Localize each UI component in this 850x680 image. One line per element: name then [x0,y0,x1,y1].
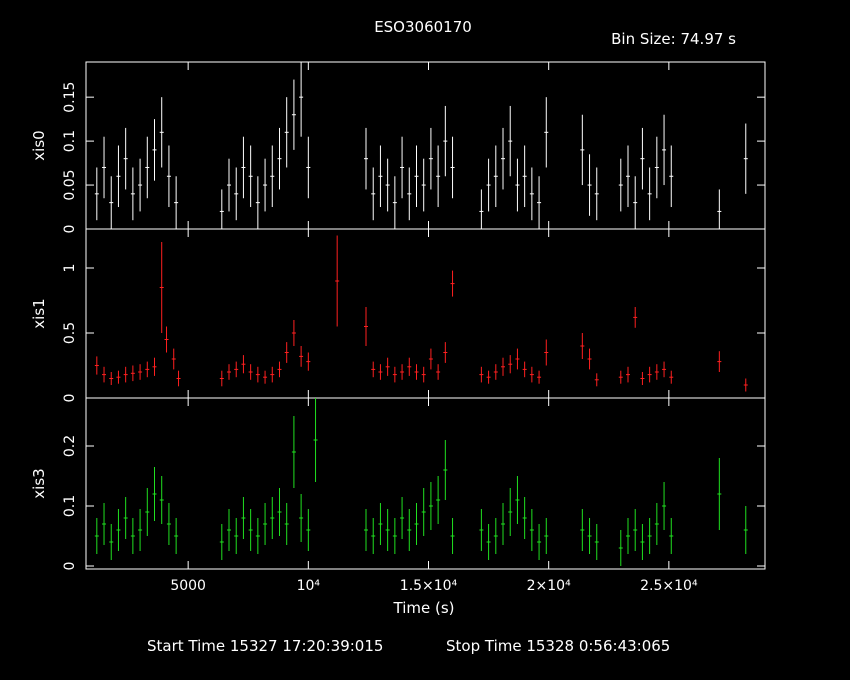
y-tick-label: 0.15 [62,82,78,113]
x-tick-label: 5000 [170,578,206,594]
bin-size-label: Bin Size: 74.97 s [611,30,736,48]
y-tick-label: 0.1 [62,130,78,152]
y-axis-label-xis0: xis0 [30,130,48,160]
y-axis-label-xis3: xis3 [30,468,48,498]
x-tick-label: 10⁴ [297,578,321,594]
x-tick-label: 2×10⁴ [527,578,571,594]
x-tick-label: 2.5×10⁴ [640,578,698,594]
plot-title: ESO3060170 [374,18,472,36]
panel-frame-xis3 [85,397,766,570]
x-axis-label: Time (s) [393,599,455,617]
y-tick-label: 0.05 [62,169,78,200]
y-tick-label: 0.2 [62,435,78,457]
y-tick-label: 0 [62,562,78,571]
x-tick-label: 1.5×10⁴ [400,578,458,594]
panel-frame-xis1 [85,228,766,399]
y-tick-label: 0.5 [62,322,78,344]
y-tick-label: 0 [62,394,78,403]
y-tick-label: 1 [62,264,78,273]
y-axis-label-xis1: xis1 [30,298,48,328]
panel-frame-xis0 [85,61,766,230]
y-tick-label: 0 [62,225,78,234]
panels: 0 0.05 0.1 0.15 xis0 0 0.5 1 xis1 0 0.1 0.2 xis3 5000… [30,61,766,594]
y-tick-label: 0.1 [62,495,78,517]
stop-time: Stop Time 15328 0:56:43:065 [446,637,670,655]
start-time: Start Time 15327 17:20:39:015 [147,637,383,655]
